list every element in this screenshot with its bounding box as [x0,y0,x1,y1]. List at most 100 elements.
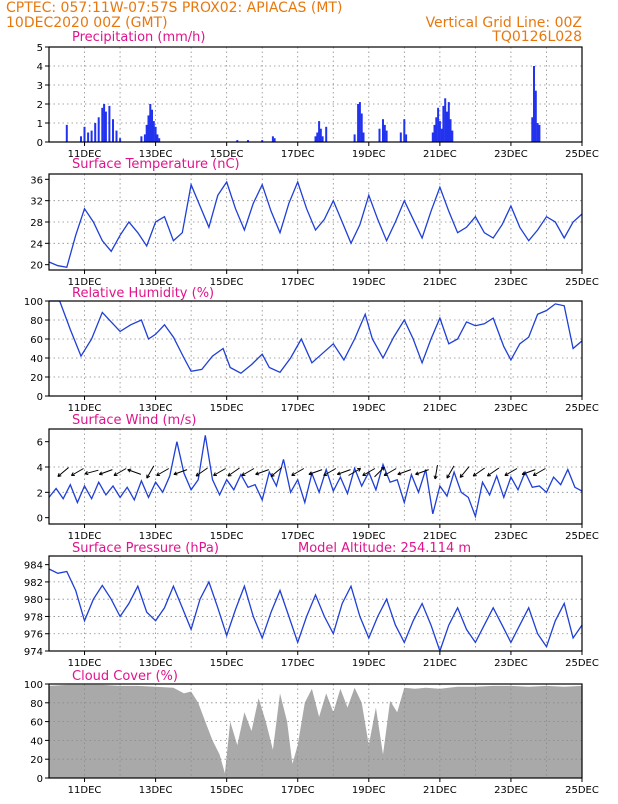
precip-xtick-label: 23DEC [494,149,528,160]
wind-direction-arrow [337,470,350,475]
wind-direction-arrow [309,470,322,475]
cloud-xtick-label: 21DEC [423,785,457,796]
temperature-xtick-label: 21DEC [423,277,457,288]
wind-xtick-label: 19DEC [352,531,386,542]
precip-bar [357,104,359,142]
wind-xtick-label: 15DEC [210,531,244,542]
precip-bar [384,125,386,142]
humidity-line [49,301,582,373]
humidity-ytick-label: 60 [30,335,43,346]
wind-ytick-label: 6 [37,438,43,449]
pressure-xtick-label: 21DEC [423,658,457,669]
precip-bar [316,133,318,143]
pressure-xtick-label: 23DEC [494,658,528,669]
header-init-time: 10DEC2020 00Z (GMT) [6,15,168,31]
precip-bar [315,136,317,142]
wind-line [49,435,582,516]
humidity-xtick-label: 21DEC [423,403,457,414]
precip-bar [405,134,407,142]
temperature-xtick-label: 13DEC [139,277,173,288]
precip-ytick-label: 0 [37,138,43,149]
cloud-title: Cloud Cover (%) [72,669,178,684]
precip-bar [363,133,365,143]
humidity-ytick-label: 100 [24,297,43,308]
precip-bar [140,136,142,142]
cloud-xtick-label: 25DEC [565,785,599,796]
humidity-xtick-label: 23DEC [494,403,528,414]
wind-direction-arrow [58,468,69,477]
precip-bar [361,114,363,143]
precip-bar [382,119,384,142]
precip-bar [105,112,107,142]
temperature-xtick-label: 19DEC [352,277,386,288]
pressure-altitude: Model Altitude: 254.114 m [298,541,471,556]
precip-bar [148,115,150,142]
precip-ytick-label: 1 [37,119,43,130]
wind-direction-arrow [434,465,438,479]
wind-direction-arrow [214,469,226,476]
pressure-xtick-label: 13DEC [139,658,173,669]
cloud-xtick-label: 23DEC [494,785,528,796]
wind-frame [49,429,582,524]
cloud-xtick-label: 15DEC [210,785,244,796]
precip-bar [320,129,322,142]
temperature-ytick-label: 36 [30,175,43,186]
precip-bar [146,125,148,142]
humidity-frame [49,301,582,396]
precip-bar [66,125,68,142]
precip-bar [325,127,327,142]
precip-bar [103,104,105,142]
cloud-ytick-label: 60 [30,718,43,729]
precip-bar [386,131,388,142]
humidity-xtick-label: 11DEC [68,403,102,414]
pressure-ytick-label: 980 [24,595,43,606]
wind-direction-arrow [157,469,169,476]
humidity-xtick-label: 19DEC [352,403,386,414]
temperature-xtick-label: 23DEC [494,277,528,288]
precip-bar [359,102,361,142]
pressure-xtick-label: 17DEC [281,658,315,669]
wind-direction-arrow [128,469,141,474]
precip-bar [94,123,96,142]
pressure-ytick-label: 984 [24,561,43,572]
precip-bar [437,108,439,142]
precip-bar [442,106,444,142]
cloud-ytick-label: 0 [37,774,43,785]
cloud-ytick-label: 20 [30,755,43,766]
wind-ytick-label: 2 [37,488,43,499]
temperature-ytick-label: 32 [30,197,43,208]
precip-bar [101,108,103,142]
precip-bar [451,131,453,142]
wind-ytick-label: 0 [37,514,43,525]
pressure-line [49,569,582,651]
precip-bar [354,134,356,142]
pressure-xtick-label: 25DEC [565,658,599,669]
precip-bar [80,136,82,142]
precip-xtick-label: 19DEC [352,149,386,160]
humidity-xtick-label: 15DEC [210,403,244,414]
wind-direction-arrow [99,470,112,475]
pressure-xtick-label: 19DEC [352,658,386,669]
precip-bar [450,119,452,142]
precip-ytick-label: 5 [37,43,43,54]
precip-bar [116,131,118,142]
cloud-xtick-label: 11DEC [68,785,102,796]
temperature-xtick-label: 25DEC [565,277,599,288]
wind-direction-arrow [85,470,99,474]
precip-bar [108,106,110,142]
wind-xtick-label: 11DEC [68,531,102,542]
precip-bar [403,119,405,142]
precip-xtick-label: 25DEC [565,149,599,160]
humidity-ytick-label: 40 [30,354,43,365]
precip-ytick-label: 2 [37,100,43,111]
precip-bar [98,117,100,142]
cloud-xtick-label: 17DEC [281,785,315,796]
cloud-area [49,685,582,778]
wind-direction-arrow [522,470,535,475]
wind-ytick-label: 4 [37,463,43,474]
precip-bar [87,133,89,143]
temperature-xtick-label: 17DEC [281,277,315,288]
precip-bar [400,133,402,143]
wind-direction-arrow [242,469,254,476]
